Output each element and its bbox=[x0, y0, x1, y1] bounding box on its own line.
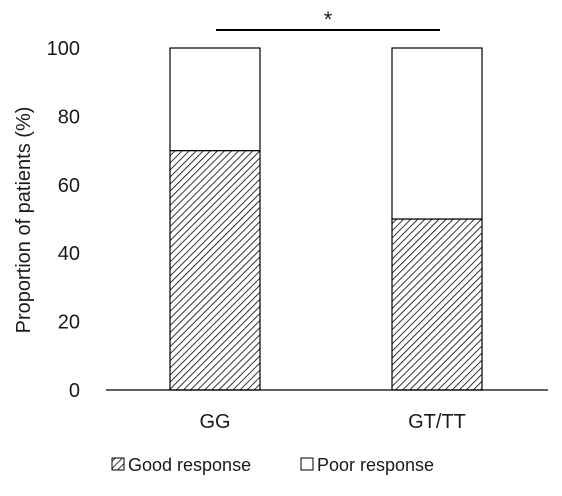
bars bbox=[169, 47, 483, 391]
y-tick-label: 0 bbox=[69, 380, 80, 402]
y-tick-label: 100 bbox=[47, 38, 80, 60]
bar-good-1 bbox=[391, 218, 483, 391]
x-category-label: GT/TT bbox=[408, 411, 466, 433]
legend-label-1: Poor response bbox=[317, 455, 434, 475]
significance-star: * bbox=[324, 7, 333, 32]
bar-poor-1 bbox=[391, 47, 483, 220]
category-labels: GG GT/TT bbox=[199, 411, 465, 433]
bar-good-0 bbox=[169, 150, 261, 391]
y-axis-ticks: 0 20 40 60 80 100 bbox=[47, 38, 80, 402]
x-category-label: GG bbox=[199, 411, 230, 433]
legend-swatch-0 bbox=[111, 457, 125, 471]
legend: Good response Poor response bbox=[111, 455, 434, 475]
y-axis-title: Proportion of patients (%) bbox=[13, 107, 35, 334]
bar-poor-0 bbox=[169, 47, 261, 152]
y-tick-label: 60 bbox=[58, 175, 80, 197]
y-tick-label: 80 bbox=[58, 106, 80, 128]
y-tick-label: 20 bbox=[58, 312, 80, 334]
y-tick-label: 40 bbox=[58, 243, 80, 265]
legend-swatch-1 bbox=[300, 457, 314, 471]
legend-label-0: Good response bbox=[128, 455, 251, 475]
